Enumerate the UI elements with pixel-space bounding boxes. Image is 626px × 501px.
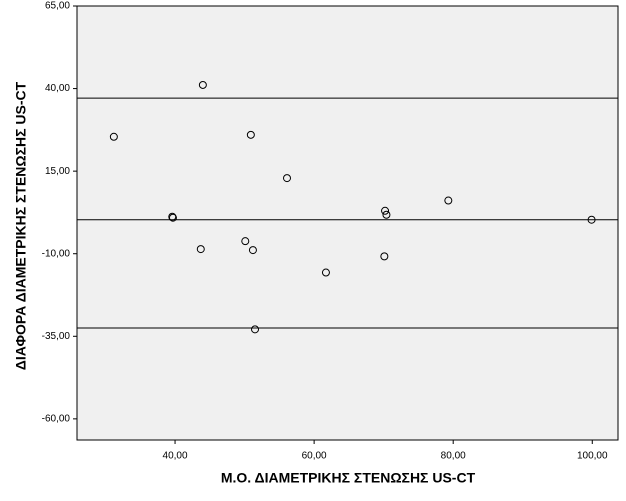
x-tick-label: 100,00 bbox=[577, 451, 608, 462]
y-axis-title: ΔΙΑΦΟΡΑ ΔΙΑΜΕΤΡΙΚΗΣ ΣΤΕΝΩΣΗΣ US-CT bbox=[13, 81, 29, 370]
point bbox=[382, 210, 391, 219]
x-axis-title: Μ.Ο. ΔΙΑΜΕΤΡΙΚΗΣ ΣΤΕΝΩΣΗΣ US-CT bbox=[221, 470, 476, 486]
point bbox=[246, 130, 255, 139]
point bbox=[168, 213, 177, 222]
point bbox=[587, 215, 596, 224]
point bbox=[444, 196, 453, 205]
point bbox=[168, 212, 177, 221]
point bbox=[380, 252, 389, 261]
y-tick-label: -60,00 bbox=[42, 414, 71, 425]
point bbox=[248, 246, 257, 255]
x-tick-label: 80,00 bbox=[441, 451, 466, 462]
y-tick-label: -35,00 bbox=[42, 331, 71, 342]
point bbox=[381, 206, 390, 215]
point bbox=[251, 325, 260, 334]
point bbox=[283, 174, 292, 183]
y-tick-label: 40,00 bbox=[45, 83, 70, 94]
y-tick-label: 15,00 bbox=[45, 166, 70, 177]
y-tick-label: -10,00 bbox=[42, 248, 71, 259]
x-tick-label: 40,00 bbox=[163, 451, 188, 462]
y-tick-label: 65,00 bbox=[45, 1, 70, 12]
x-tick-label: 60,00 bbox=[302, 451, 327, 462]
point bbox=[321, 268, 330, 277]
point bbox=[196, 245, 205, 254]
point bbox=[109, 132, 118, 141]
point bbox=[241, 237, 250, 246]
point bbox=[198, 80, 207, 89]
plot-area bbox=[76, 5, 619, 441]
